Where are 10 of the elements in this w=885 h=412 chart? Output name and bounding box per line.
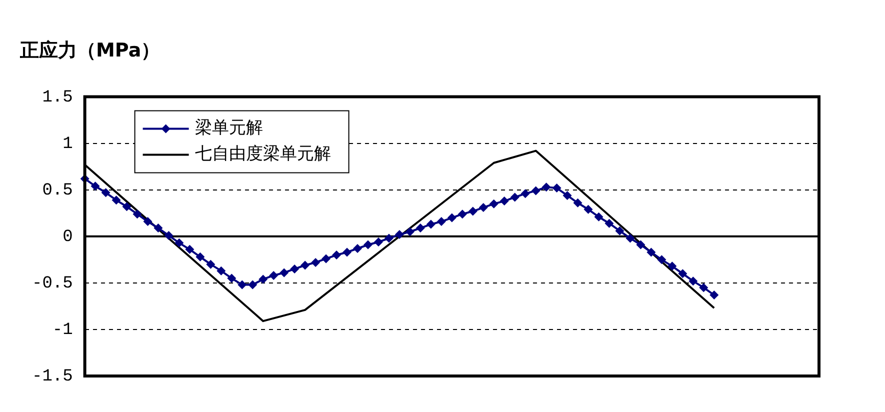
y-tick-label: 1 [62, 134, 73, 154]
y-tick-label: 1.5 [42, 88, 73, 108]
y-tick-label: -0.5 [32, 274, 73, 294]
legend-label: 七自由度梁单元解 [194, 144, 331, 164]
y-tick-label: 0.5 [42, 181, 73, 200]
legend-label: 梁单元解 [194, 118, 263, 138]
y-tick-label: -1 [52, 320, 73, 340]
chart-title: 正应力（MPa） [19, 39, 160, 62]
y-tick-label: 0 [62, 228, 73, 247]
y-tick-label: -1.5 [32, 368, 73, 386]
